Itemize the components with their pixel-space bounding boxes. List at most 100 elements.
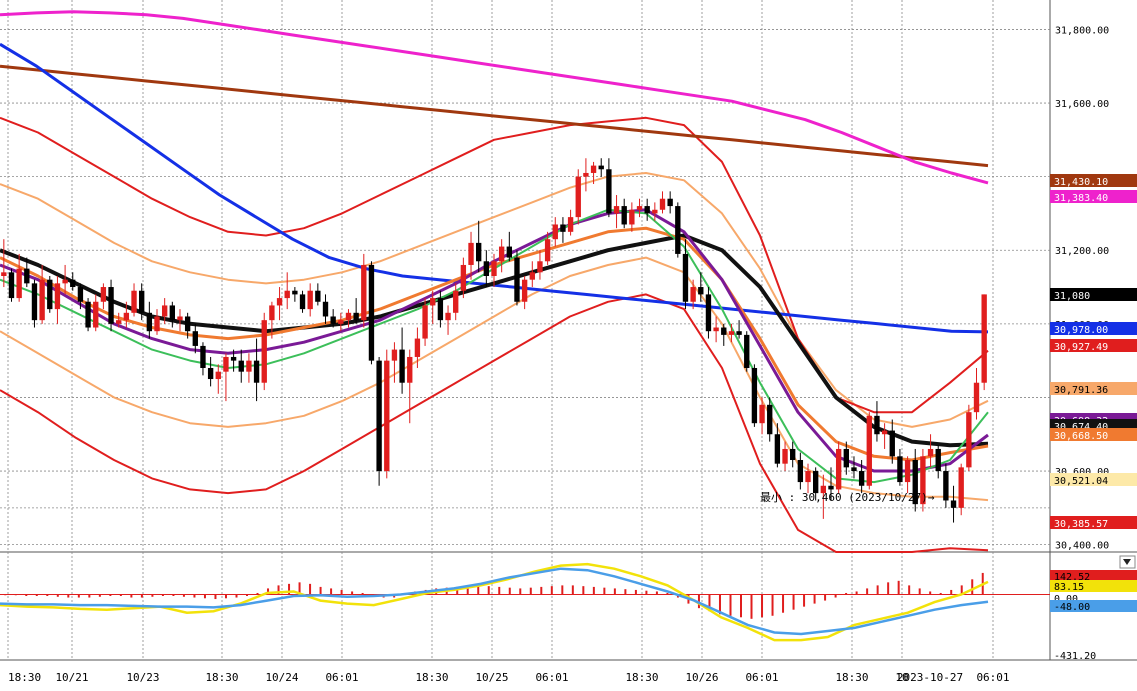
time-tick-label: 18:30 <box>8 671 41 684</box>
candle-body <box>70 279 76 288</box>
candle-body <box>123 312 130 321</box>
candle-body <box>39 279 45 321</box>
candle-body <box>276 298 283 306</box>
price-badge <box>1050 382 1137 395</box>
candle-body <box>154 316 160 332</box>
candle-body <box>169 305 176 321</box>
candle-body <box>935 448 941 472</box>
candle-body <box>966 412 972 468</box>
price-badge-label: 31,080 <box>1054 291 1090 302</box>
candle-body <box>698 287 704 295</box>
time-tick-label: 06:01 <box>325 671 358 684</box>
candle-body <box>790 448 796 460</box>
candle-body <box>238 360 244 372</box>
price-tick-label: 30,600.00 <box>1055 467 1109 478</box>
candle-body <box>759 404 765 424</box>
candle-body <box>767 404 773 435</box>
series-line-6 <box>0 208 989 484</box>
candle-body <box>782 448 788 464</box>
price-badge-label: 31,430.10 <box>1054 177 1108 188</box>
candle-body <box>177 316 183 321</box>
candle-body <box>322 301 329 317</box>
candle-body <box>835 448 842 490</box>
time-tick-label: 10/26 <box>685 671 718 684</box>
time-tick-label: 06:01 <box>745 671 778 684</box>
price-badge <box>1050 322 1137 335</box>
scroll-arrow-button[interactable] <box>1119 555 1136 569</box>
candle-body <box>797 460 804 483</box>
osc-badge <box>1050 580 1137 592</box>
candle-body <box>146 312 153 332</box>
candle-body <box>897 456 903 483</box>
price-badge <box>1050 516 1137 529</box>
candle-body <box>544 239 551 262</box>
candle-body <box>207 368 214 380</box>
osc-min-label: -431.20 <box>1054 651 1096 662</box>
candle-body <box>269 305 275 321</box>
series-line-5 <box>0 208 989 473</box>
candle-body <box>843 448 849 468</box>
candle-body <box>690 287 696 302</box>
candle-body <box>223 356 229 372</box>
candle-body <box>675 206 681 254</box>
price-badge-label: 30,978.00 <box>1054 325 1108 336</box>
candle-body <box>751 368 758 424</box>
candle-body <box>16 268 22 299</box>
series-line-1 <box>0 10 989 185</box>
candle-body <box>858 471 865 486</box>
price-badge-label: 30,674.40 <box>1054 422 1108 433</box>
candle-body <box>927 448 934 457</box>
price-badge-label: 30,791.36 <box>1054 385 1108 396</box>
candle-body <box>261 320 267 383</box>
osc-badge-label: 83.15 <box>1054 582 1084 593</box>
min-annotation: 最小 : 30,460 (2023/10/27)→ <box>760 491 935 504</box>
series-line-2 <box>0 42 989 334</box>
osc-badge-label: 142.52 <box>1054 572 1090 583</box>
time-tick-label: 10 <box>895 671 908 684</box>
candle-body <box>521 279 528 302</box>
candle-body <box>575 176 581 218</box>
candle-body <box>682 253 689 302</box>
price-badge <box>1050 288 1137 301</box>
candle-body <box>560 224 566 232</box>
candle-body <box>736 331 742 335</box>
candle-body <box>483 261 490 276</box>
candle-body <box>330 316 336 324</box>
candle-body <box>866 415 872 486</box>
price-tick-label: 30,400.00 <box>1055 541 1109 552</box>
candle-body <box>498 246 505 262</box>
candle-body <box>77 287 84 302</box>
candle-body <box>981 294 987 383</box>
candle-body <box>299 294 306 310</box>
candle-body <box>590 165 597 173</box>
price-badge <box>1050 473 1137 486</box>
candle-body <box>116 320 122 324</box>
candle-body <box>820 485 827 494</box>
candle-body <box>100 287 107 302</box>
candle-body <box>85 301 91 328</box>
time-tick-label: 18:30 <box>835 671 868 684</box>
candle-body <box>904 460 911 483</box>
candle-body <box>606 169 612 214</box>
price-tick-label: 31,600.00 <box>1055 99 1109 110</box>
time-tick-label: 2023-10-27 <box>897 671 963 684</box>
candle-body <box>139 290 145 313</box>
candle-body <box>453 290 459 313</box>
candle-body <box>828 485 834 490</box>
candle-body <box>200 345 206 368</box>
candle-body <box>407 356 413 383</box>
candle-body <box>728 331 735 335</box>
time-tick-label: 18:30 <box>415 671 448 684</box>
candle-body <box>437 298 444 321</box>
candle-body <box>353 312 359 321</box>
time-axis: 18:30 10/21 10/23 18:30 10/24 06:01 18:30 10/25… <box>8 671 1010 684</box>
candle-body <box>644 206 650 214</box>
candle-body <box>414 338 421 357</box>
candle-body <box>1 272 7 276</box>
price-badge-label: 30,385.57 <box>1054 519 1108 530</box>
time-tick-label: 10/23 <box>126 671 159 684</box>
time-tick-label: 18:30 <box>625 671 658 684</box>
candle-body <box>537 261 543 273</box>
candle-body <box>361 264 367 321</box>
candle-body <box>47 279 53 310</box>
